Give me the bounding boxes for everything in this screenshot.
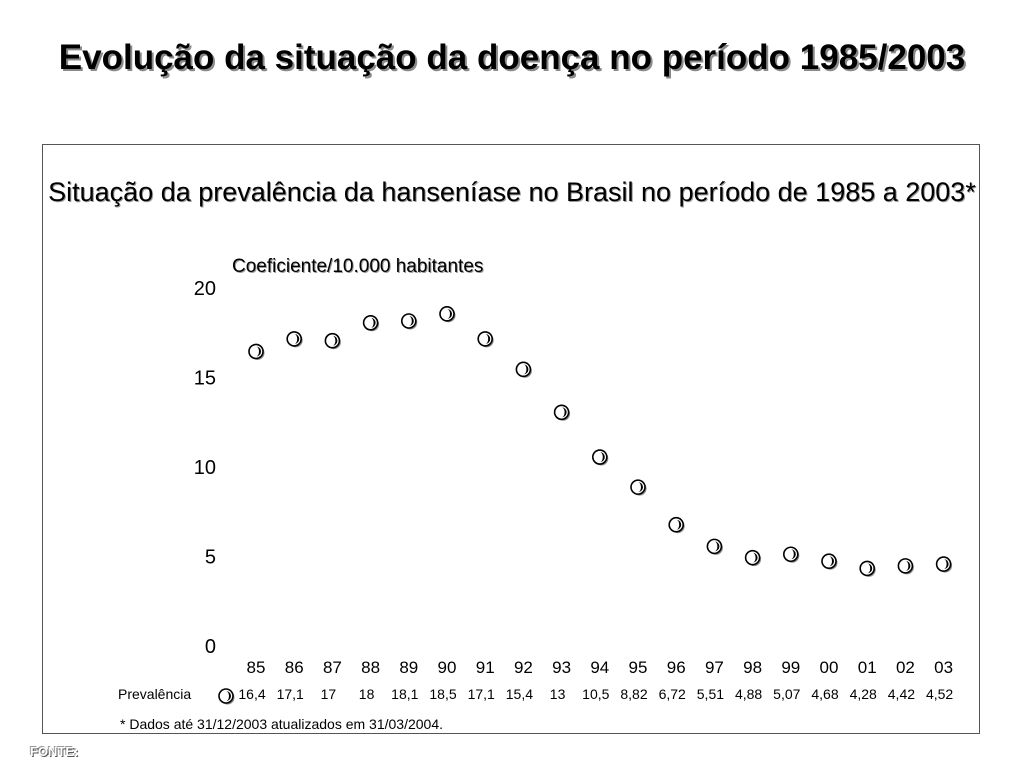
data-point bbox=[477, 331, 494, 348]
source-label: FONTE: bbox=[30, 744, 79, 759]
data-table-value: 4,28 bbox=[850, 686, 877, 702]
x-tick-label: 88 bbox=[361, 658, 380, 677]
data-point bbox=[935, 556, 953, 573]
data-table-value: 18,5 bbox=[429, 686, 456, 702]
data-table-value: 18 bbox=[359, 686, 375, 702]
data-table-value: 17,1 bbox=[468, 686, 495, 702]
data-table-value: 17,1 bbox=[277, 686, 304, 702]
data-table-value: 8,82 bbox=[620, 686, 647, 702]
chart-title: Situação da prevalência da hanseníase no… bbox=[48, 177, 976, 207]
data-table-value: 16,4 bbox=[238, 686, 265, 702]
x-tick-label: 95 bbox=[629, 658, 648, 677]
y-tick-label: 5 bbox=[205, 547, 216, 569]
y-axis-label: Coeficiente/10.000 habitantes bbox=[232, 256, 484, 277]
data-table-value: 5,51 bbox=[697, 686, 724, 702]
data-point bbox=[362, 314, 380, 332]
data-point bbox=[286, 331, 303, 348]
data-table-value: 4,68 bbox=[811, 686, 838, 702]
data-table-value: 17 bbox=[321, 686, 337, 702]
data-point bbox=[248, 343, 265, 360]
x-tick-label: 86 bbox=[285, 658, 304, 677]
data-point bbox=[821, 553, 838, 570]
x-tick-label: 02 bbox=[896, 658, 915, 677]
x-tick-label: 98 bbox=[743, 658, 762, 677]
x-tick-label: 99 bbox=[781, 658, 800, 677]
y-tick-label: 15 bbox=[194, 368, 216, 390]
data-point bbox=[630, 479, 647, 496]
x-tick-label: 01 bbox=[858, 658, 877, 677]
x-tick-label: 94 bbox=[590, 658, 609, 677]
x-tick-label: 03 bbox=[934, 658, 953, 677]
x-tick-label: 85 bbox=[247, 658, 266, 677]
x-tick-label: 92 bbox=[514, 658, 533, 677]
data-point bbox=[324, 332, 341, 350]
data-point bbox=[439, 306, 456, 323]
data-point bbox=[897, 558, 914, 575]
data-point bbox=[400, 313, 418, 330]
y-tick-label: 20 bbox=[194, 278, 216, 300]
slide-title: Evolução da situação da doença no períod… bbox=[58, 38, 966, 77]
data-point bbox=[553, 404, 571, 421]
x-tick-label: 93 bbox=[552, 658, 571, 677]
x-tick-label: 91 bbox=[476, 658, 495, 677]
data-point bbox=[591, 449, 609, 466]
y-tick-label: 10 bbox=[194, 457, 216, 479]
data-table-value: 15,4 bbox=[506, 686, 533, 702]
data-table-value: 6,72 bbox=[659, 686, 686, 702]
data-point bbox=[706, 538, 723, 555]
data-point bbox=[782, 546, 800, 563]
x-tick-label: 90 bbox=[438, 658, 457, 677]
data-table-value: 18,1 bbox=[391, 686, 418, 702]
data-table-value: 4,52 bbox=[926, 686, 953, 702]
x-tick-label: 96 bbox=[667, 658, 686, 677]
chart-frame bbox=[42, 144, 980, 734]
data-table-value: 4,42 bbox=[888, 686, 915, 702]
data-point bbox=[515, 361, 532, 378]
data-table-value: 10,5 bbox=[582, 686, 609, 702]
x-tick-label: 89 bbox=[399, 658, 418, 677]
data-table-value: 4,88 bbox=[735, 686, 762, 702]
x-tick-label: 97 bbox=[705, 658, 724, 677]
data-table-value: 13 bbox=[550, 686, 566, 702]
series-name: Prevalência bbox=[118, 686, 191, 702]
y-tick-label: 0 bbox=[205, 636, 216, 658]
data-point bbox=[668, 516, 685, 534]
data-point bbox=[859, 560, 876, 577]
chart-footnote: * Dados até 31/12/2003 atualizados em 31… bbox=[120, 716, 444, 732]
x-tick-label: 87 bbox=[323, 658, 342, 677]
data-table-value: 5,07 bbox=[773, 686, 800, 702]
data-point bbox=[744, 549, 762, 567]
legend-marker bbox=[218, 688, 235, 705]
x-tick-label: 00 bbox=[820, 658, 839, 677]
